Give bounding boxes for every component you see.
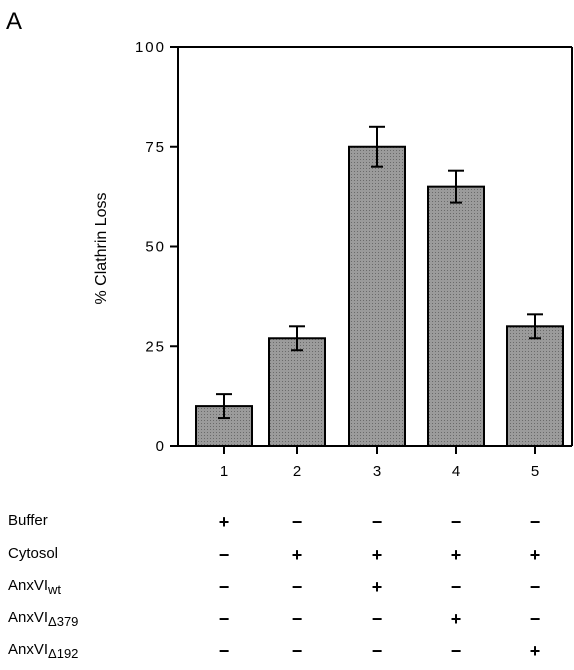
condition-cell: − [291, 577, 303, 597]
x-tick-label: 4 [452, 463, 460, 480]
condition-cell: − [218, 545, 230, 565]
condition-subscript: Δ379 [48, 614, 79, 629]
condition-cell: − [529, 577, 541, 597]
condition-cell: − [371, 641, 383, 661]
condition-cell: − [529, 609, 541, 629]
condition-cell: + [450, 609, 462, 629]
condition-cell: + [218, 512, 230, 532]
x-tick-label: 3 [373, 463, 381, 480]
condition-row-label: Cytosol [8, 545, 58, 562]
condition-cell: − [218, 641, 230, 661]
condition-cell: − [291, 641, 303, 661]
condition-cell: − [291, 609, 303, 629]
bar-chart: 0 25 50 75 100 % Clathrin Loss 1 2 3 4 5 [93, 39, 573, 480]
y-tick-label: 0 [156, 438, 166, 455]
condition-cell: − [218, 609, 230, 629]
y-tick-label: 100 [135, 39, 166, 56]
condition-cell: − [371, 512, 383, 532]
condition-row-label: AnxVIwt [8, 577, 61, 597]
condition-cell: − [450, 641, 462, 661]
condition-cell: + [529, 641, 541, 661]
panel-label: A [6, 8, 23, 35]
condition-cell: + [450, 545, 462, 565]
bar [268, 337, 326, 447]
condition-cell: − [450, 512, 462, 532]
y-tick-label: 25 [145, 338, 166, 355]
y-tick-label: 75 [145, 139, 166, 156]
x-tick-label: 5 [531, 463, 539, 480]
condition-cell: − [291, 512, 303, 532]
condition-name: Buffer [8, 512, 48, 529]
condition-name: AnxVI [8, 641, 49, 658]
condition-cell: − [450, 577, 462, 597]
y-tick-label: 50 [145, 239, 166, 256]
condition-cell: + [371, 577, 383, 597]
condition-subscript: wt [48, 582, 62, 597]
condition-name: AnxVI [8, 609, 49, 626]
condition-cell: − [529, 512, 541, 532]
x-tick-label: 2 [293, 463, 301, 480]
condition-cell: + [371, 545, 383, 565]
y-axis-label: % Clathrin Loss [93, 192, 110, 304]
x-tick-label: 1 [220, 463, 228, 480]
condition-row-label: AnxVIΔ192 [8, 641, 78, 661]
bar [427, 185, 485, 447]
condition-row-label: AnxVIΔ379 [8, 609, 78, 629]
condition-cell: + [291, 545, 303, 565]
condition-name: Cytosol [8, 545, 59, 562]
condition-row-label: Buffer [8, 512, 48, 529]
bar [506, 325, 564, 447]
condition-cell: − [218, 577, 230, 597]
condition-cell: − [371, 609, 383, 629]
condition-subscript: Δ192 [48, 646, 79, 661]
condition-name: AnxVI [8, 577, 49, 594]
condition-cell: + [529, 545, 541, 565]
